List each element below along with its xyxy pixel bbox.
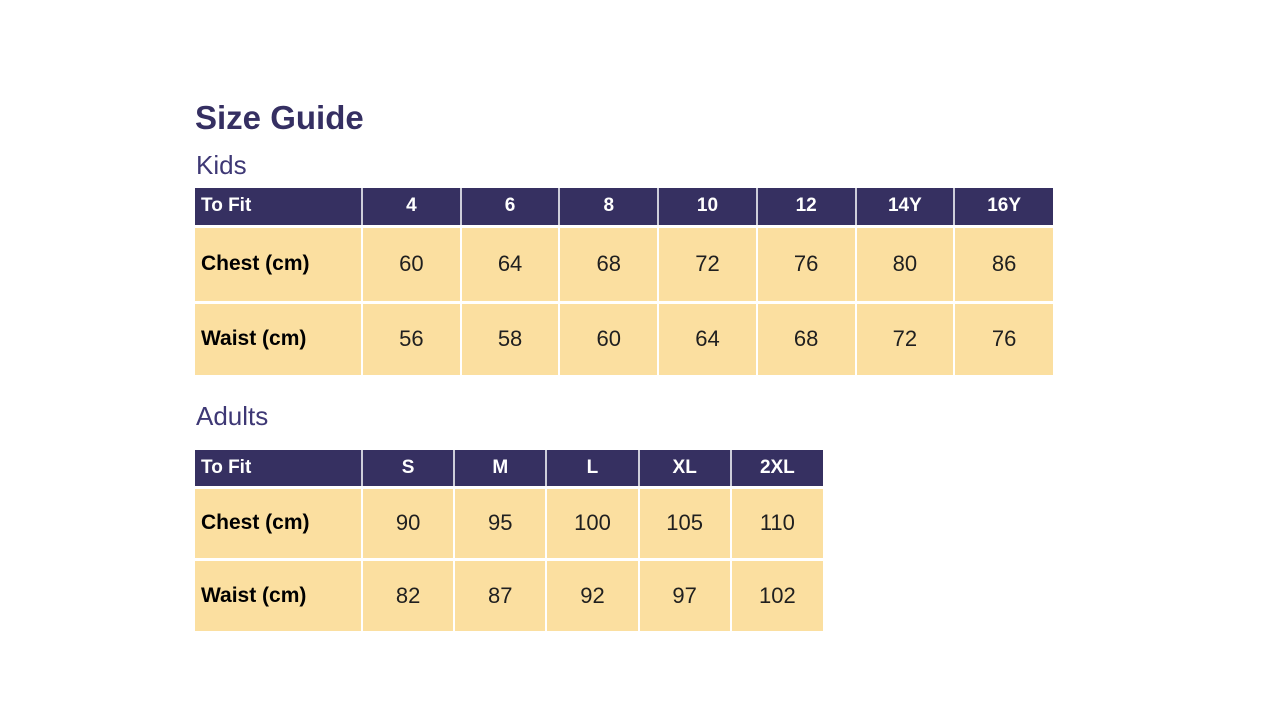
adults-size-table: To Fit S M L XL 2XL Chest (cm) 90 95 100… xyxy=(195,450,823,631)
value-cell: 76 xyxy=(755,224,856,302)
value-cell: 90 xyxy=(360,485,455,559)
page-title: Size Guide xyxy=(195,99,364,136)
value-cell: 76 xyxy=(953,300,1053,375)
kids-header-size-16y: 16Y xyxy=(953,188,1053,226)
value-cell: 97 xyxy=(637,557,731,631)
value-cell: 86 xyxy=(953,224,1053,302)
value-cell: 105 xyxy=(637,485,731,559)
table-row: Waist (cm) 56 58 60 64 68 72 76 xyxy=(195,300,1053,375)
kids-header-to-fit: To Fit xyxy=(195,188,362,226)
adults-header-to-fit: To Fit xyxy=(195,450,362,487)
value-cell: 56 xyxy=(361,300,461,375)
section-label-kids: Kids xyxy=(196,150,247,180)
kids-chest-row-label: Chest (cm) xyxy=(195,224,362,302)
adults-header-size-m: M xyxy=(453,450,547,487)
value-cell: 92 xyxy=(545,557,639,631)
adults-header-size-s: S xyxy=(360,450,455,487)
value-cell: 72 xyxy=(657,224,757,302)
value-cell: 82 xyxy=(360,557,455,631)
value-cell: 68 xyxy=(755,300,856,375)
section-label-adults: Adults xyxy=(196,401,269,431)
value-cell: 87 xyxy=(453,557,547,631)
value-cell: 100 xyxy=(545,485,639,559)
kids-header-size-10: 10 xyxy=(657,188,757,226)
value-cell: 68 xyxy=(558,224,659,302)
value-cell: 64 xyxy=(657,300,757,375)
adults-header-size-xl: XL xyxy=(637,450,731,487)
value-cell: 60 xyxy=(361,224,461,302)
value-cell: 64 xyxy=(459,224,560,302)
kids-header-size-6: 6 xyxy=(459,188,560,226)
table-header-row: To Fit S M L XL 2XL xyxy=(195,450,823,487)
value-cell: 95 xyxy=(453,485,547,559)
value-cell: 110 xyxy=(729,485,823,559)
table-row: Waist (cm) 82 87 92 97 102 xyxy=(195,557,823,631)
table-header-row: To Fit 4 6 8 10 12 14Y 16Y xyxy=(195,188,1053,226)
adults-header-size-2xl: 2XL xyxy=(729,450,823,487)
kids-size-table: To Fit 4 6 8 10 12 14Y 16Y Chest (cm) 60… xyxy=(195,188,1053,375)
value-cell: 58 xyxy=(459,300,560,375)
kids-header-size-14y: 14Y xyxy=(854,188,955,226)
adults-chest-row-label: Chest (cm) xyxy=(195,485,362,559)
kids-header-size-4: 4 xyxy=(361,188,461,226)
value-cell: 60 xyxy=(558,300,659,375)
value-cell: 102 xyxy=(729,557,823,631)
value-cell: 80 xyxy=(854,224,955,302)
table-row: Chest (cm) 90 95 100 105 110 xyxy=(195,485,823,559)
value-cell: 72 xyxy=(854,300,955,375)
kids-header-size-8: 8 xyxy=(558,188,659,226)
adults-header-size-l: L xyxy=(545,450,639,487)
adults-waist-row-label: Waist (cm) xyxy=(195,557,362,631)
kids-waist-row-label: Waist (cm) xyxy=(195,300,362,375)
kids-header-size-12: 12 xyxy=(755,188,856,226)
table-row: Chest (cm) 60 64 68 72 76 80 86 xyxy=(195,224,1053,302)
